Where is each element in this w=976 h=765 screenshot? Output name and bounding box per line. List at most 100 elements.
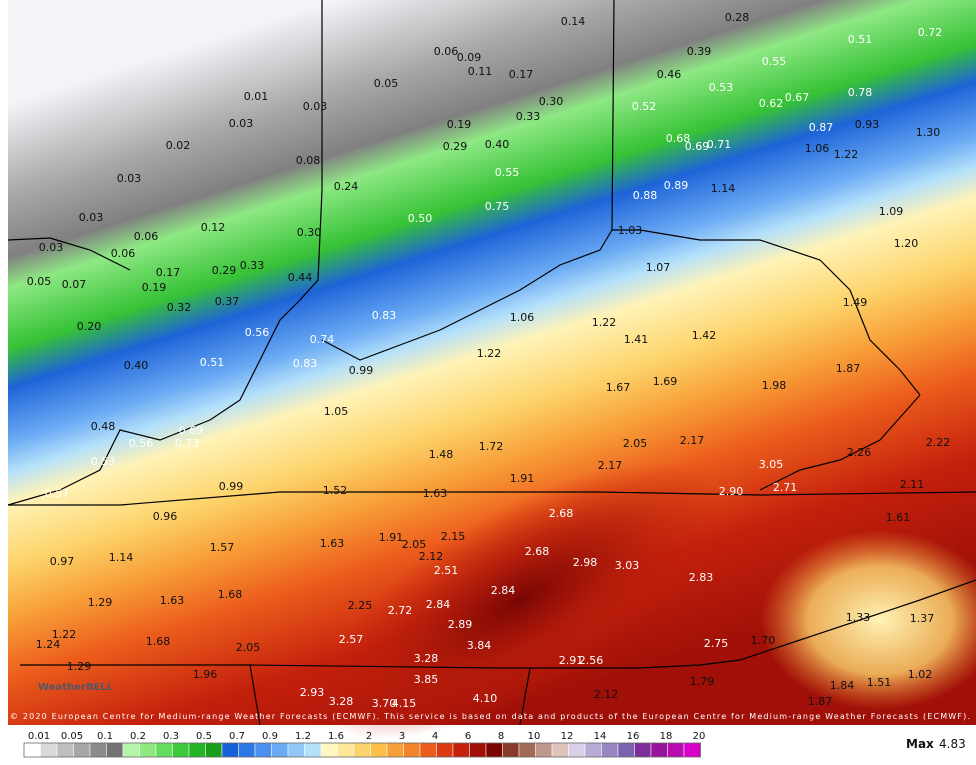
legend-tick: 12: [561, 731, 574, 742]
point-value: 0.73: [175, 437, 200, 450]
legend-swatch: [23, 742, 41, 758]
legend-swatch: [89, 742, 107, 758]
point-value: 0.56: [245, 326, 270, 339]
point-value: 2.98: [573, 556, 598, 569]
point-value: 0.97: [50, 555, 75, 568]
boundaries: [7, 0, 976, 726]
point-value: 2.17: [680, 434, 705, 447]
point-value: 2.12: [594, 688, 619, 701]
point-value: 3.70: [372, 697, 397, 710]
point-value: 0.83: [293, 357, 318, 370]
point-value: 0.39: [687, 45, 712, 58]
point-value: 0.75: [485, 200, 510, 213]
point-value: 1.72: [479, 440, 504, 453]
point-value: 3.85: [414, 673, 439, 686]
point-value: 2.91: [559, 654, 584, 667]
point-value: 0.03: [39, 241, 64, 254]
legend-swatch: [221, 742, 239, 758]
legend-tick: 0.01: [28, 731, 50, 742]
legend-swatch: [584, 742, 602, 758]
point-value: 0.46: [657, 68, 682, 81]
legend-swatch: [386, 742, 404, 758]
point-value: 0.51: [200, 356, 225, 369]
legend-swatch: [650, 742, 668, 758]
point-value: 0.07: [62, 278, 87, 291]
point-value: 2.12: [419, 550, 444, 563]
point-value: 0.05: [27, 275, 52, 288]
point-value: 0.69: [179, 424, 204, 437]
legend-swatch: [106, 742, 124, 758]
point-value: 0.06: [111, 247, 136, 260]
point-value: 0.93: [855, 118, 880, 131]
point-value: 2.15: [441, 530, 466, 543]
legend-swatch: [122, 742, 140, 758]
point-value: 0.87: [809, 121, 834, 134]
point-value: 1.29: [88, 596, 113, 609]
point-value: 1.29: [67, 660, 92, 673]
point-value: 0.03: [79, 211, 104, 224]
point-value: 2.90: [719, 485, 744, 498]
point-value: 2.05: [623, 437, 648, 450]
point-value: 1.41: [624, 333, 649, 346]
point-value: 1.98: [762, 379, 787, 392]
point-value: 1.06: [805, 142, 830, 155]
point-value: 0.14: [561, 15, 586, 28]
legend-swatch: [254, 742, 272, 758]
legend-swatch: [320, 742, 338, 758]
point-value: 0.55: [495, 166, 520, 179]
legend-tick: 10: [528, 731, 541, 742]
point-value: 0.29: [443, 140, 468, 153]
point-value: 1.42: [692, 329, 717, 342]
point-value: 0.17: [156, 266, 181, 279]
point-value: 0.56: [129, 437, 154, 450]
point-value: 0.55: [762, 55, 787, 68]
point-value: 0.51: [848, 33, 873, 46]
point-value: 0.03: [117, 172, 142, 185]
point-value: 1.30: [916, 126, 941, 139]
point-value: 1.70: [751, 634, 776, 647]
legend-swatch: [40, 742, 58, 758]
legend-swatch: [535, 742, 553, 758]
legend-swatch: [436, 742, 454, 758]
point-value: 0.83: [372, 309, 397, 322]
legend-tick: 16: [627, 731, 640, 742]
legend-tick: 0.2: [130, 731, 146, 742]
legend-tick: 14: [594, 731, 607, 742]
point-value: 2.93: [300, 686, 325, 699]
copyright: © 2020 European Centre for Medium-range …: [10, 712, 970, 721]
point-value: 0.99: [219, 480, 244, 493]
point-value: 2.11: [900, 478, 925, 491]
legend-tick: 18: [660, 731, 673, 742]
point-value: 1.63: [423, 487, 448, 500]
legend-swatch: [370, 742, 388, 758]
point-value: 0.06: [134, 230, 159, 243]
point-value: 2.71: [773, 481, 798, 494]
legend-swatch: [551, 742, 569, 758]
point-value: 0.89: [664, 179, 689, 192]
point-value: 1.22: [52, 628, 77, 641]
point-value: 1.22: [477, 347, 502, 360]
legend-swatch: [634, 742, 652, 758]
legend-swatch: [238, 742, 256, 758]
point-value: 3.05: [759, 458, 784, 471]
point-value: 1.02: [908, 668, 933, 681]
point-value: 0.30: [297, 226, 322, 239]
point-value: 1.57: [210, 541, 235, 554]
point-value: 2.68: [549, 507, 574, 520]
point-value: 0.06: [434, 45, 459, 58]
point-value: 0.09: [457, 51, 482, 64]
point-value: 2.56: [579, 654, 604, 667]
point-value: 0.12: [201, 221, 226, 234]
point-value: 1.09: [879, 205, 904, 218]
point-value: 0.24: [334, 180, 359, 193]
legend-tick: 0.7: [229, 731, 245, 742]
point-value: 1.20: [894, 237, 919, 250]
point-value: 0.62: [759, 97, 784, 110]
point-value: 2.25: [348, 599, 373, 612]
legend-swatch: [304, 742, 322, 758]
point-value: 1.52: [323, 484, 348, 497]
point-value: 0.50: [408, 212, 433, 225]
point-value: 1.07: [646, 261, 671, 274]
point-value: 0.11: [468, 65, 493, 78]
legend-tick: 0.1: [97, 731, 113, 742]
